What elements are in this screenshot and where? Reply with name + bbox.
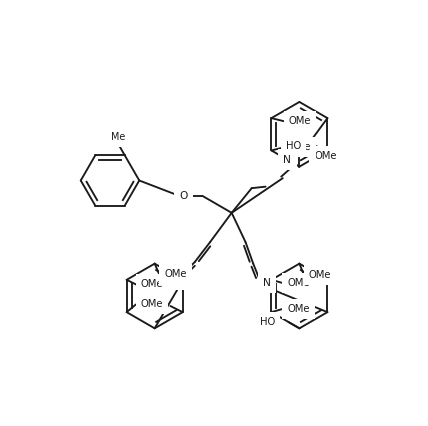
Text: HO: HO	[141, 301, 157, 311]
Text: OMe: OMe	[314, 151, 337, 161]
Text: HO: HO	[286, 141, 301, 151]
Text: OMe: OMe	[141, 279, 163, 289]
Text: OMe: OMe	[164, 269, 187, 279]
Text: OMe: OMe	[141, 299, 163, 309]
Text: OMe: OMe	[309, 270, 331, 280]
Text: N: N	[171, 275, 178, 285]
Text: OMe: OMe	[288, 116, 311, 126]
Text: N: N	[283, 155, 291, 165]
Text: N: N	[263, 278, 271, 288]
Text: Me: Me	[111, 132, 125, 142]
Text: OMe: OMe	[287, 278, 309, 288]
Text: OMe: OMe	[287, 304, 309, 314]
Text: HO: HO	[259, 317, 275, 327]
Text: O: O	[180, 191, 188, 201]
Text: OMe: OMe	[288, 142, 311, 153]
